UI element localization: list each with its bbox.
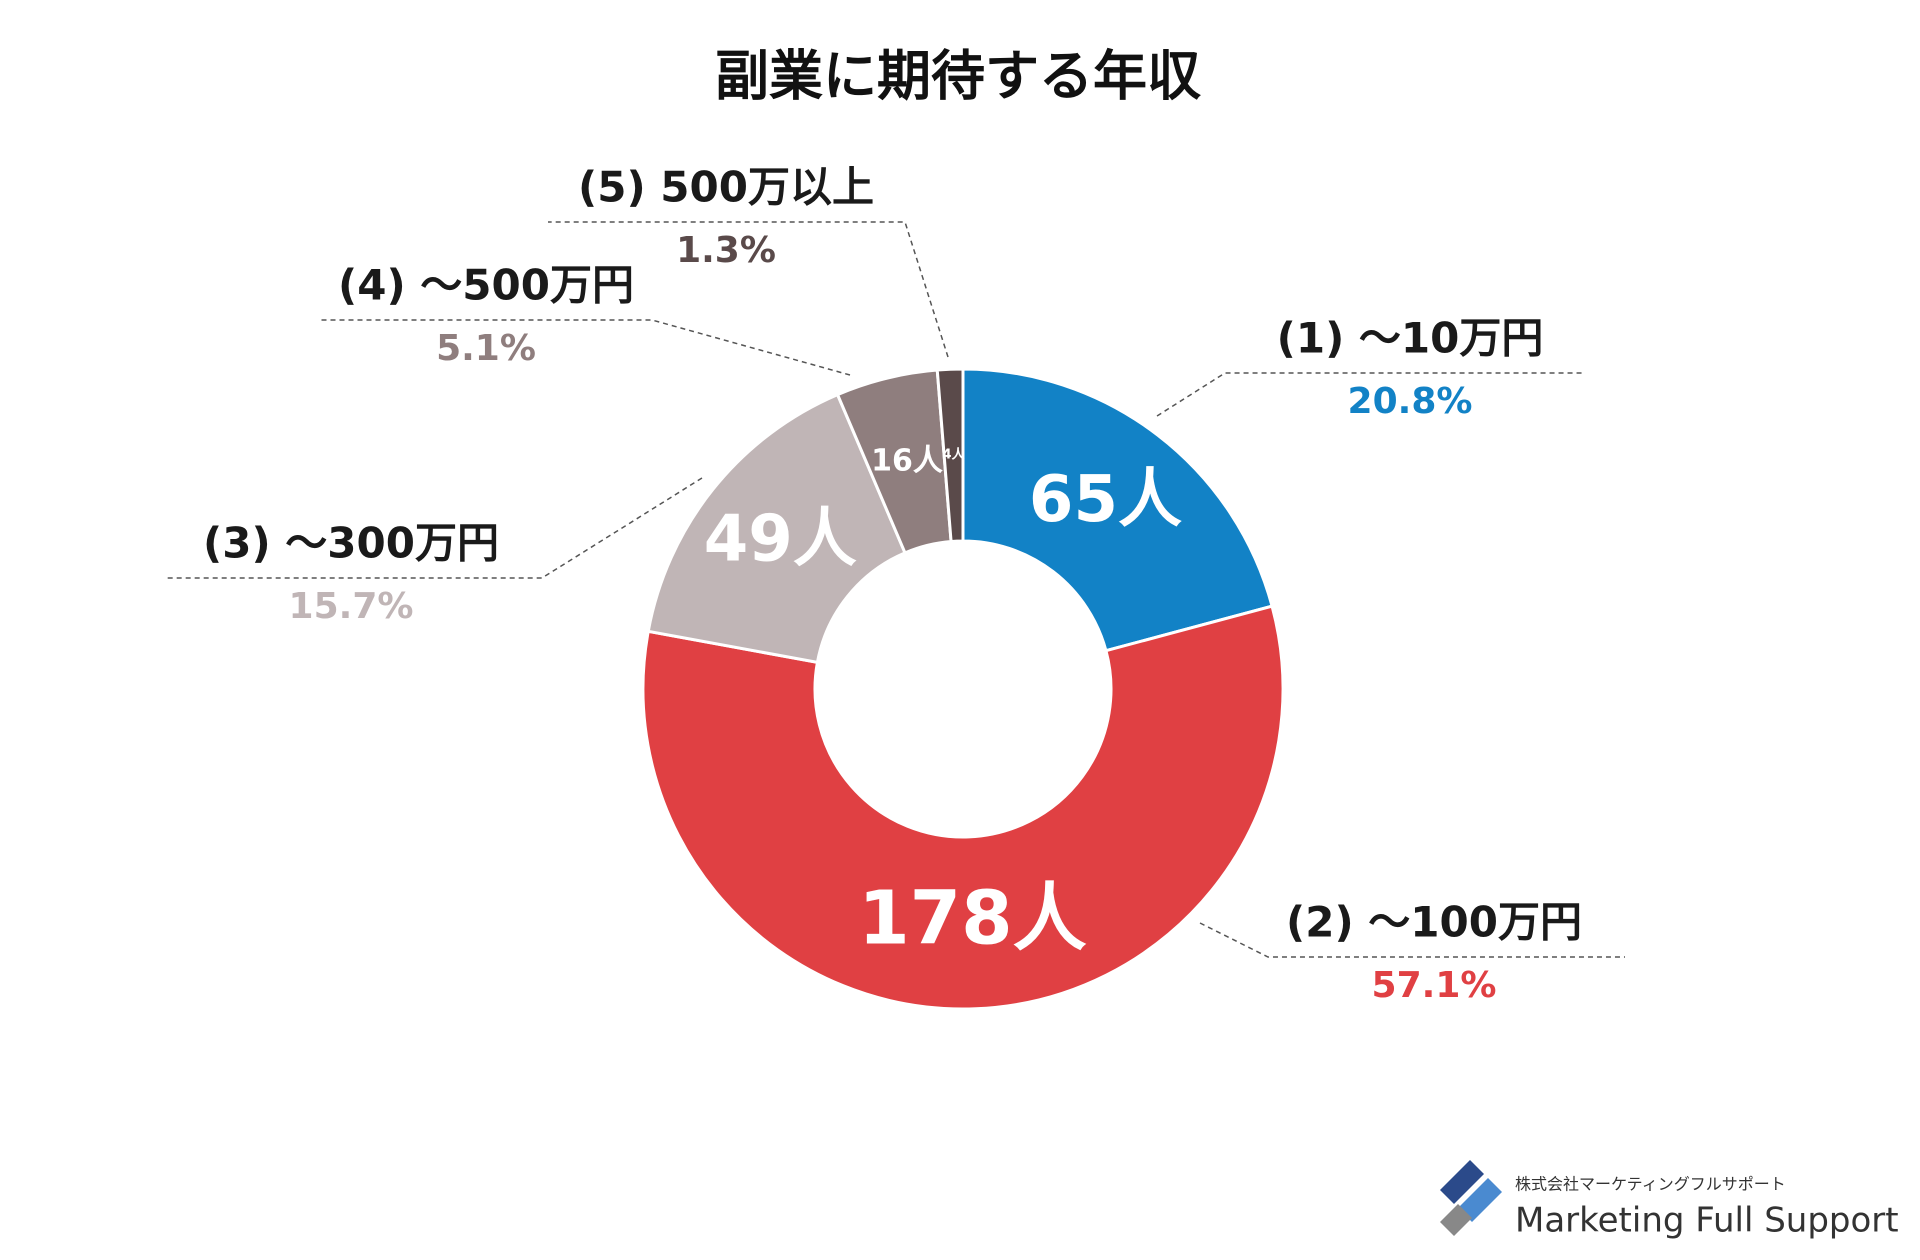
slice-label: 178人 [858, 875, 1086, 961]
percentage-label: 20.8% [1348, 381, 1473, 422]
logo: 株式会社マーケティングフルサポート Marketing Full Support [1440, 1160, 1899, 1241]
category-label: (2) ～100万円 [1286, 898, 1582, 947]
chart-title: 副業に期待する年収 [715, 45, 1201, 108]
donut-slice [935, 367, 965, 544]
slice-label: 49人 [704, 502, 857, 576]
category-label: (4) ～500万円 [338, 261, 634, 310]
logo-mark [1440, 1160, 1484, 1204]
leader-line [1199, 922, 1625, 958]
category-label: (3) ～300万円 [203, 519, 499, 568]
leader-line [1156, 372, 1582, 417]
brand-name: Marketing Full Support [1515, 1201, 1899, 1241]
percentage-label: 5.1% [436, 328, 536, 369]
percentage-label: 57.1% [1372, 965, 1497, 1006]
donut-slice [641, 604, 1285, 1011]
slice-label: 65人 [1029, 463, 1182, 537]
percentage-label: 1.3% [676, 230, 776, 271]
percentage-label: 15.7% [289, 586, 414, 627]
category-label: (5) 500万以上 [578, 163, 874, 212]
logo-mark [1458, 1178, 1502, 1222]
category-label: (1) ～10万円 [1277, 314, 1544, 363]
donut-slice [646, 392, 907, 665]
slice-label: 16人 [871, 443, 943, 478]
company-name: 株式会社マーケティングフルサポート [1515, 1175, 1786, 1194]
leader-line [320, 319, 851, 376]
slice-label: 4人 [943, 447, 966, 463]
logo-mark [1440, 1204, 1472, 1236]
leader-line [548, 221, 949, 358]
donut-slice [961, 367, 1274, 653]
